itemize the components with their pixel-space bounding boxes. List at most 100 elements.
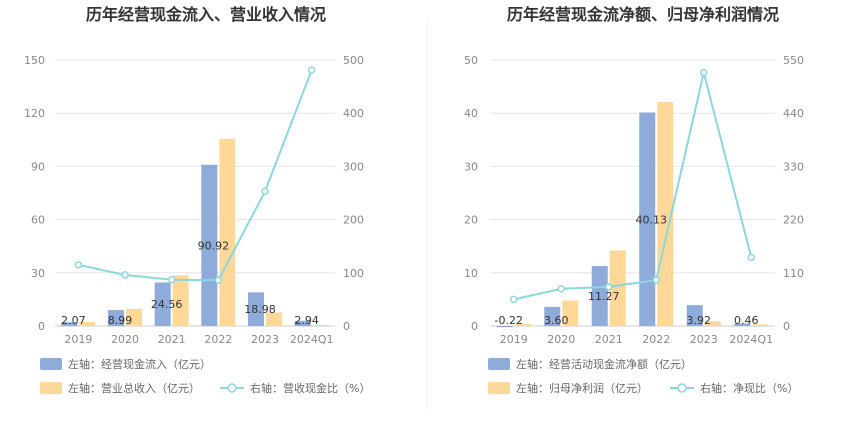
bar-data-label: 3.92 — [687, 314, 712, 327]
legend-label-line[interactable]: 右轴：营收现金比（%） — [250, 381, 370, 395]
bar-data-label: 8.99 — [108, 314, 133, 327]
right-axis-tick-label: 500 — [343, 54, 364, 67]
x-axis-tick-label: 2022 — [204, 333, 232, 346]
chart-title: 历年经营现金流入、营业收入情况 — [86, 5, 326, 24]
legend-swatch-secondary[interactable] — [488, 382, 510, 394]
x-axis-tick-label: 2021 — [158, 333, 186, 346]
left-axis-tick-label: 60 — [31, 214, 45, 227]
bar-secondary — [312, 324, 329, 326]
left-axis-tick-label: 30 — [31, 267, 45, 280]
ratio-line-point — [652, 276, 660, 284]
panel-net-cash-profit: 历年经营现金流净额、归母净利润情况 0 10 20 30 40 50 0 110 220 330 44… — [464, 5, 804, 395]
bar-secondary — [752, 324, 769, 326]
legend-swatch-line-marker — [227, 383, 237, 393]
legend-swatch-primary[interactable] — [488, 358, 510, 370]
ratio-line-point — [747, 253, 755, 262]
ratio-line-point — [700, 68, 708, 77]
ratio-line — [513, 72, 753, 301]
bar-data-label: 2.07 — [61, 314, 86, 327]
bar-primary — [201, 164, 218, 326]
ratio-line-point — [167, 275, 176, 284]
panel-cash-inflow-revenue: 历年经营现金流入、营业收入情况 0 30 60 90 120 150 0 100 200 300 40… — [24, 5, 370, 395]
legend-swatch-primary[interactable] — [40, 358, 62, 370]
bar-primary — [108, 310, 124, 326]
x-axis-tick-label: 2020 — [547, 333, 575, 346]
bar-primary — [248, 292, 264, 326]
bar-secondary — [219, 138, 236, 326]
bar-data-label: 3.60 — [544, 314, 569, 327]
ratio-line-point — [121, 271, 129, 279]
left-axis-tick-label: 120 — [24, 107, 45, 120]
legend-label-primary[interactable]: 左轴：经营活动现金流净额（亿元） — [516, 357, 692, 371]
left-axis-tick-label: 0 — [38, 320, 45, 333]
left-axis-tick-label: 90 — [31, 160, 45, 173]
bar-primary — [154, 282, 171, 326]
bar-data-label: 2.94 — [294, 314, 319, 327]
ratio-line-point — [307, 66, 316, 74]
x-axis-tick-label: 2019 — [500, 333, 528, 346]
x-axis-tick-label: 2019 — [64, 333, 92, 346]
x-axis-tick-label: 2022 — [642, 333, 670, 346]
bar-primary — [686, 305, 703, 326]
legend-swatch-secondary[interactable] — [40, 382, 62, 394]
left-axis-tick-label: 20 — [464, 214, 478, 227]
right-axis-tick-label: 300 — [343, 160, 364, 173]
ratio-line-point — [605, 283, 613, 291]
right-axis-tick-label: 200 — [343, 214, 364, 227]
right-axis-tick-label: 110 — [783, 267, 804, 280]
bar-data-label: 90.92 — [198, 239, 230, 252]
right-axis-tick-label: 0 — [343, 320, 350, 333]
right-axis-tick-label: 440 — [783, 107, 804, 120]
bar-secondary — [79, 321, 96, 326]
chart-title: 历年经营现金流净额、归母净利润情况 — [507, 5, 779, 24]
x-axis-tick-label: 2021 — [595, 333, 623, 346]
bar-primary — [544, 306, 561, 326]
x-axis-tick-label: 2024Q1 — [729, 333, 773, 346]
bar-data-label: 24.56 — [151, 298, 183, 311]
bar-secondary — [609, 250, 626, 326]
ratio-line-point — [510, 295, 518, 304]
bar-secondary — [704, 321, 721, 326]
left-axis-tick-label: 0 — [471, 320, 478, 333]
bar-primary — [496, 326, 513, 328]
bar-data-label: 0.46 — [734, 314, 759, 327]
legend-label-primary[interactable]: 左轴：经营现金流入（亿元） — [68, 357, 211, 371]
bar-secondary — [657, 102, 674, 326]
right-axis-tick-label: 220 — [783, 214, 804, 227]
bar-secondary — [514, 323, 531, 326]
bar-primary — [61, 322, 78, 326]
bar-primary — [591, 266, 608, 326]
bar-primary — [734, 323, 751, 326]
bar-primary — [639, 112, 656, 327]
legend-label-line[interactable]: 右轴：净现比（%） — [700, 381, 798, 395]
legend-label-secondary[interactable]: 左轴：营业总收入（亿元） — [68, 381, 200, 395]
right-axis-tick-label: 400 — [343, 107, 364, 120]
ratio-line — [78, 69, 313, 282]
bar-secondary — [266, 312, 282, 326]
ratio-line-point — [261, 187, 269, 196]
legend-label-secondary[interactable]: 左轴：归母净利润（亿元） — [516, 381, 648, 395]
ratio-line-point — [214, 276, 223, 284]
bar-data-label: 40.13 — [636, 213, 668, 226]
right-axis-tick-label: 0 — [783, 320, 790, 333]
legend-swatch-line-marker — [677, 383, 687, 393]
x-axis-tick-label: 2020 — [111, 333, 139, 346]
ratio-line-point — [557, 285, 565, 293]
right-axis-tick-label: 330 — [783, 160, 804, 173]
bar-secondary — [562, 300, 579, 326]
left-axis-tick-label: 30 — [464, 160, 478, 173]
bar-data-label: -0.22 — [495, 314, 523, 327]
ratio-line-point — [74, 261, 83, 269]
bar-data-label: 18.98 — [244, 303, 276, 316]
bar-primary — [294, 320, 311, 326]
left-axis-tick-label: 150 — [24, 54, 45, 67]
bar-data-label: 11.27 — [588, 290, 620, 303]
right-axis-tick-label: 100 — [343, 267, 364, 280]
right-axis-tick-label: 550 — [783, 54, 804, 67]
x-axis-tick-label: 2024Q1 — [290, 333, 334, 346]
left-axis-tick-label: 10 — [464, 267, 478, 280]
bar-secondary — [172, 275, 189, 326]
x-axis-tick-label: 2023 — [690, 333, 718, 346]
